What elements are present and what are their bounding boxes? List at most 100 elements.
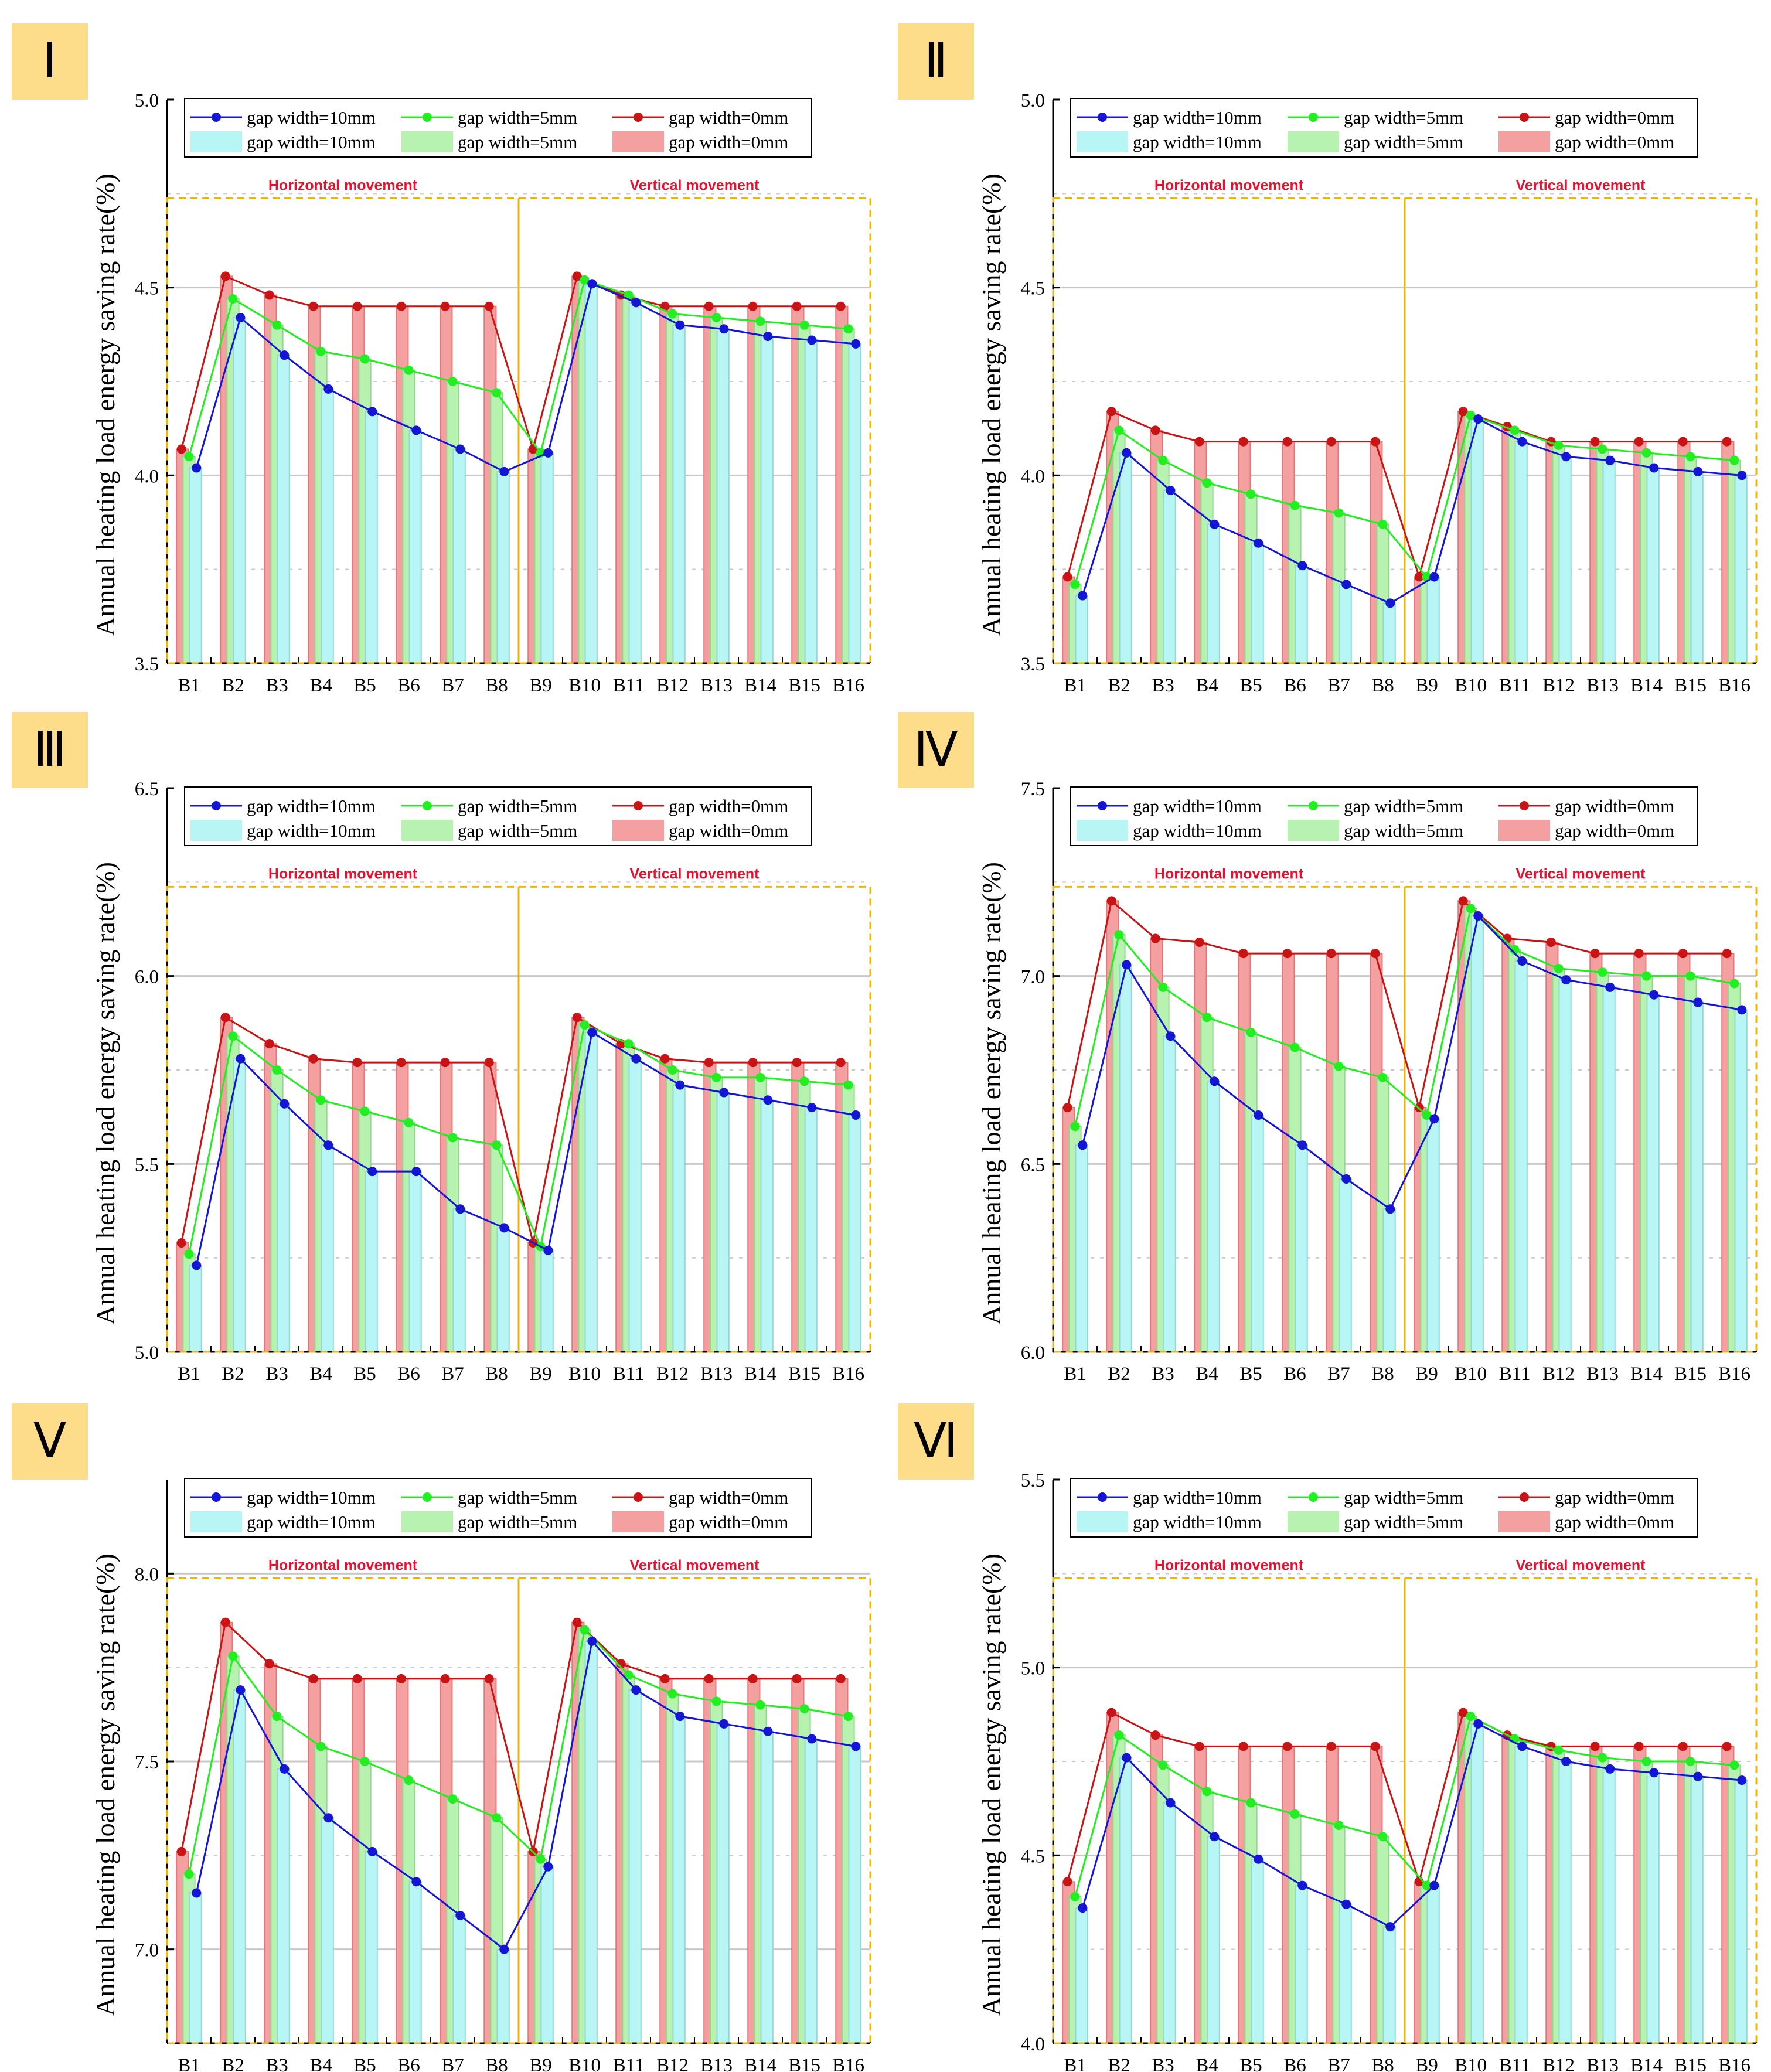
x-tick-label-B15: B15 [1674, 1364, 1707, 1385]
point-s2-B10 [1458, 896, 1468, 906]
x-tick-label-B2: B2 [222, 2055, 244, 2072]
x-tick-label-B4: B4 [1196, 675, 1218, 696]
legend-box [1070, 786, 1698, 846]
point-s0-B2 [1122, 960, 1132, 970]
point-s0-B8 [1385, 1922, 1395, 1932]
bar-s0-B8 [1382, 1208, 1396, 1352]
point-s2-B7 [1326, 437, 1336, 447]
point-s2-B2 [1106, 407, 1116, 417]
x-tick-label-B10: B10 [1455, 675, 1487, 696]
legend-bar-label-0: gap width=10mm [1133, 132, 1262, 152]
point-s2-B3 [264, 1039, 274, 1049]
x-tick-label-B6: B6 [397, 675, 420, 696]
x-tick-label-B5: B5 [1239, 675, 1262, 696]
bar-s0-B11 [1514, 1746, 1528, 2044]
region-label-vertical: Vertical movement [1516, 177, 1646, 193]
point-s1-B2 [1114, 930, 1124, 940]
legend-marker-1 [1309, 801, 1318, 810]
x-tick-label-B16: B16 [1718, 1364, 1750, 1385]
x-tick-label-B5: B5 [353, 675, 376, 696]
x-tick-label-B10: B10 [1455, 2055, 1487, 2072]
y-axis-title: Annual heating load energy saving rate(%… [90, 862, 120, 1325]
point-s1-B5 [1246, 1798, 1256, 1808]
legend-bar-label-1: gap width=5mm [1344, 132, 1463, 152]
bar-s0-B11 [1514, 960, 1528, 1353]
point-s1-B10 [1466, 904, 1476, 914]
point-s1-B1 [1070, 1892, 1080, 1901]
bar-s0-B7 [1339, 1178, 1352, 1353]
point-s2-B1 [176, 1238, 186, 1248]
legend-box [1070, 1478, 1698, 1538]
bar-s0-B12 [1558, 456, 1572, 664]
legend-bar-swatch-0 [190, 1511, 242, 1532]
bar-s0-B2 [1119, 964, 1132, 1352]
series-line-1 [188, 278, 849, 457]
point-s1-B13 [711, 312, 721, 322]
point-s1-B9 [536, 1854, 546, 1864]
series-line-2 [1067, 410, 1727, 580]
point-s0-B8 [499, 1223, 509, 1233]
x-tick-label-B3: B3 [265, 2055, 288, 2072]
point-s2-B10 [1458, 1708, 1468, 1717]
bar-s0-B1 [189, 1265, 202, 1353]
x-tick-label-B11: B11 [613, 1364, 645, 1385]
x-tick-label-B6: B6 [1283, 1364, 1306, 1385]
point-s2-B9 [1414, 572, 1424, 582]
legend-bar-swatch-0 [1077, 1511, 1128, 1532]
point-s0-B16 [1737, 1005, 1747, 1015]
legend-bar-swatch-2 [612, 820, 664, 841]
point-s2-B7 [1326, 1742, 1336, 1751]
legend-marker-0 [1098, 113, 1107, 122]
point-s0-B14 [1649, 990, 1659, 1000]
point-s2-B12 [1546, 937, 1556, 947]
region-label-horizontal: Horizontal movement [1154, 865, 1304, 882]
region-label-vertical: Vertical movement [1516, 865, 1646, 882]
legend-bar-label-1: gap width=5mm [458, 1512, 577, 1532]
bar-s0-B10 [584, 283, 598, 664]
y-tick-label: 6.0 [135, 967, 159, 988]
point-s0-B14 [763, 1095, 773, 1105]
x-tick-label-B1: B1 [178, 675, 200, 696]
bar-s0-B1 [1075, 1144, 1088, 1352]
series-line-0 [1081, 1722, 1742, 1928]
point-s0-B11 [631, 298, 641, 308]
point-s2-B16 [1722, 1742, 1732, 1751]
point-s1-B4 [316, 346, 326, 356]
x-tick-label-B4: B4 [309, 2055, 332, 2072]
point-s0-B15 [1693, 466, 1703, 476]
point-s2-B15 [792, 1058, 802, 1068]
bar-s0-B16 [1734, 1780, 1748, 2044]
x-tick-label-B3: B3 [1152, 2055, 1174, 2072]
point-s2-B14 [1634, 437, 1644, 447]
point-s2-B4 [308, 301, 318, 311]
x-tick-label-B2: B2 [1108, 2055, 1130, 2072]
point-s1-B15 [1685, 452, 1695, 462]
x-tick-label-B8: B8 [1371, 1364, 1394, 1385]
legend-bar-swatch-0 [190, 820, 242, 841]
x-tick-label-B13: B13 [1586, 2055, 1619, 2072]
x-tick-label-B4: B4 [309, 675, 332, 696]
point-s2-B4 [1194, 437, 1204, 447]
point-s1-B4 [1202, 1013, 1212, 1023]
panel-badge-label: Ⅲ [33, 723, 67, 776]
point-s0-B6 [411, 425, 421, 435]
y-tick-label: 4.5 [1021, 278, 1045, 299]
point-s2-B3 [1150, 1730, 1160, 1740]
y-tick-label: 5.0 [1021, 1658, 1045, 1679]
bar-s0-B2 [233, 316, 246, 664]
point-s2-B8 [1370, 437, 1380, 447]
bar-s0-B10 [1470, 1723, 1484, 2044]
point-s0-B14 [763, 1726, 773, 1736]
legend-bar-label-0: gap width=10mm [1133, 1512, 1262, 1532]
point-s2-B14 [748, 1674, 758, 1684]
bar-s0-B4 [1207, 1836, 1220, 2044]
bar-s0-B7 [452, 1914, 466, 2044]
y-tick-label: 5.0 [1021, 90, 1045, 111]
legend-bar-swatch-2 [1498, 131, 1550, 152]
bar-s0-B14 [1646, 1772, 1660, 2044]
x-tick-label-B10: B10 [1455, 1364, 1487, 1385]
bar-s0-B2 [233, 1058, 246, 1352]
point-s1-B10 [1466, 410, 1476, 420]
series-line-1 [188, 1023, 849, 1255]
point-s2-B13 [704, 1058, 714, 1068]
